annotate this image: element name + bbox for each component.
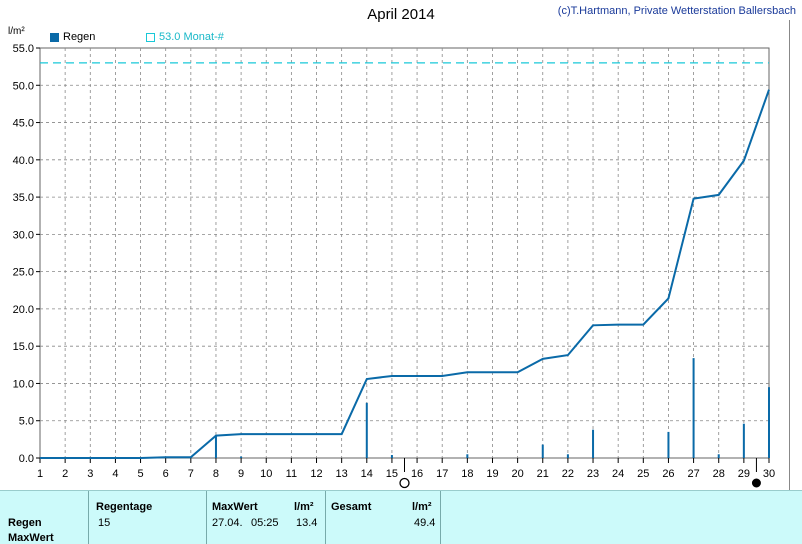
moon-phase-open-marker <box>399 477 410 489</box>
header-unit-max: l/m² <box>294 501 314 513</box>
daily-rain-bar <box>541 444 544 458</box>
header-regentage: Regentage <box>96 501 153 513</box>
x-tick-label: 20 <box>511 468 523 480</box>
x-tick-label: 16 <box>411 468 423 480</box>
x-tick-label: 21 <box>537 468 549 480</box>
footer-divider <box>440 491 441 544</box>
summary-panel: Regentage MaxWert l/m² Gesamt l/m² Regen… <box>0 490 802 544</box>
x-tick-label: 30 <box>763 468 775 480</box>
y-tick-label: 20.0 <box>13 304 34 316</box>
x-tick-label: 22 <box>562 468 574 480</box>
credit-text: (c)T.Hartmann, Private Wetterstation Bal… <box>557 5 796 17</box>
plot-frame <box>39 47 770 459</box>
daily-rain-bar <box>667 431 670 458</box>
x-tick-label: 5 <box>137 468 143 480</box>
legend-swatch-monat <box>146 32 155 42</box>
legend-label-monat: 53.0 Monat-# <box>159 31 224 43</box>
y-tick-label: 25.0 <box>13 267 34 279</box>
y-axis-unit: l/m² <box>8 26 25 37</box>
x-tick-label: 8 <box>213 468 219 480</box>
daily-rain-bar <box>692 358 695 458</box>
x-tick-label: 3 <box>87 468 93 480</box>
x-tick-label: 10 <box>260 468 272 480</box>
x-tick-label: 25 <box>637 468 649 480</box>
x-tick-label: 12 <box>310 468 322 480</box>
x-tick-label: 11 <box>286 468 297 480</box>
x-tick-label: 15 <box>386 468 398 480</box>
cumulative-rain-line <box>40 89 770 459</box>
daily-rain-bar <box>592 429 595 458</box>
x-tick-label: 14 <box>361 468 373 480</box>
x-tick-label: 24 <box>612 468 624 480</box>
y-tick-label: 50.0 <box>13 80 34 92</box>
y-tick-label: 55.0 <box>13 43 34 55</box>
row-label-regen: Regen <box>8 517 42 529</box>
footer-divider <box>206 491 207 544</box>
daily-rain-bar <box>717 454 720 458</box>
legend-label-regen: Regen <box>63 31 96 43</box>
x-tick-label: 4 <box>112 468 118 480</box>
x-tick-label: 13 <box>336 468 348 480</box>
value-max: 13.4 <box>296 517 318 529</box>
x-tick-label: 26 <box>662 468 674 480</box>
value-regentage: 15 <box>98 517 111 529</box>
legend-item-regen[interactable]: Regen <box>50 31 95 43</box>
chart-title: April 2014 <box>367 6 435 23</box>
daily-rain-bar <box>240 456 243 458</box>
y-tick-label: 5.0 <box>19 416 34 428</box>
daily-rain-bar <box>390 455 393 458</box>
row-label-maxwert: MaxWert <box>8 532 54 544</box>
y-tick-label: 35.0 <box>13 192 34 204</box>
value-gesamt: 49.4 <box>414 517 436 529</box>
daily-rain-bar <box>214 436 217 458</box>
value-max-time: 05:25 <box>251 517 279 529</box>
x-tick-label: 27 <box>687 468 699 480</box>
y-tick-label: 10.0 <box>13 378 34 390</box>
x-tick-label: 2 <box>62 468 68 480</box>
legend-swatch-regen <box>50 32 59 42</box>
vertical-scrollbar[interactable] <box>789 20 801 490</box>
x-tick-label: 17 <box>436 468 448 480</box>
daily-rain-bar <box>365 402 368 458</box>
y-tick-label: 15.0 <box>13 341 34 353</box>
x-tick-label: 18 <box>461 468 473 480</box>
footer-divider <box>88 491 89 544</box>
chart-area: 0.0 5.0 10.0 15.0 20.0 25.0 30.0 35.0 40.0 45.0 50… <box>13 43 775 489</box>
header-maxwert: MaxWert <box>212 501 258 513</box>
footer-divider <box>325 491 326 544</box>
x-tick-label: 23 <box>587 468 599 480</box>
x-tick-label: 1 <box>37 468 43 480</box>
y-tick-label: 45.0 <box>13 118 34 130</box>
y-tick-label: 0.0 <box>19 453 34 465</box>
x-tick-label: 9 <box>238 468 244 480</box>
x-tick-label: 29 <box>738 468 750 480</box>
y-tick-label: 30.0 <box>13 229 34 241</box>
value-max-date: 27.04. <box>212 517 243 529</box>
x-tick-label: 6 <box>163 468 169 480</box>
header-unit-gesamt: l/m² <box>412 501 432 513</box>
daily-rain-bar <box>768 387 770 458</box>
x-tick-label: 7 <box>188 468 194 480</box>
x-tick-label: 28 <box>713 468 725 480</box>
header-gesamt: Gesamt <box>331 501 372 513</box>
daily-rain-bar <box>466 454 469 458</box>
legend-item-monat[interactable]: 53.0 Monat-# <box>146 31 224 43</box>
y-tick-label: 40.0 <box>13 155 34 167</box>
x-tick-label: 19 <box>486 468 498 480</box>
moon-phase-filled-marker <box>751 478 761 488</box>
daily-rain-bar <box>742 423 745 458</box>
daily-rain-bar <box>566 454 569 458</box>
